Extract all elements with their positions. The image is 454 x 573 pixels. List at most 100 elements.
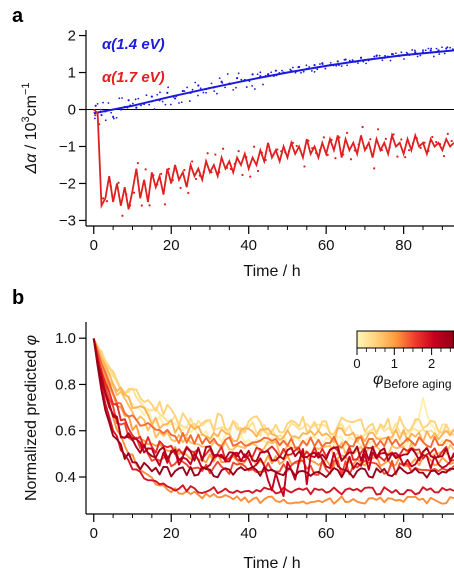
panel-b-series-line [92, 338, 454, 479]
panel-a-red-point [160, 172, 163, 175]
panel-a-red-point [349, 158, 353, 161]
panel-a-blue-point [313, 70, 316, 73]
panel-b-series-line [92, 338, 454, 458]
panel-a-blue-point [449, 46, 452, 49]
panel-a-blue-point [161, 100, 164, 103]
panel-a-blue-point [422, 49, 424, 52]
panel-a-blue-point [164, 103, 167, 106]
panel-b-chart: 0 20 40 60 800.40.60.81.0 [55, 322, 454, 542]
panel-b-ylabel: Normalized predicted φ [23, 335, 40, 501]
panel-a-blue-point [340, 65, 343, 68]
panel-a-blue-point [135, 106, 138, 109]
panel-a-red-point [276, 148, 279, 151]
panel-a-blue-point [429, 49, 432, 52]
panel-a-blue-point [344, 58, 347, 61]
panel-a-blue-point [329, 61, 332, 64]
panel-a-blue-point [156, 93, 159, 96]
panel-a-ylabel: Δα / 103cm−1 [20, 83, 40, 175]
panel-a-blue-point [104, 119, 107, 122]
panel-a-blue-point [390, 52, 394, 56]
panel-a-blue-point [310, 70, 313, 72]
panel-a-ylabel-exp2: −1 [20, 83, 32, 96]
panel-a-red-point [94, 114, 97, 117]
panel-a-blue-point [121, 97, 123, 99]
panel-a-blue-point [220, 80, 223, 83]
panel-a-red-point [179, 186, 182, 189]
panel-a-blue-point [400, 51, 403, 54]
panel-a-blue-point [253, 88, 256, 90]
panel-a-blue-point [308, 65, 311, 68]
panel-a-red-point [121, 214, 124, 217]
panel-a-letter: a [12, 5, 24, 27]
panel-a-blue-point [373, 55, 376, 58]
panel-a-ytick-label: −2 [59, 175, 76, 192]
panel-b-xtick-label: 60 [318, 525, 335, 542]
panel-a-ylabel-unit2: cm [23, 95, 40, 116]
panel-a-blue-point [99, 108, 102, 111]
panel-a-red-point [442, 154, 446, 158]
panel-a-blue-point [140, 104, 142, 107]
panel-a-red-point [404, 156, 407, 159]
panel-a-blue-point [137, 97, 140, 100]
panel-a-red-point [148, 204, 151, 207]
panel-a-blue-point [183, 90, 186, 93]
panel-b-letter: b [12, 287, 24, 309]
colorbar-tick-label: 2 [428, 356, 435, 371]
panel-a-blue-point [112, 117, 115, 120]
panel-a-blue-point [411, 49, 414, 51]
panel-a-blue-point [251, 85, 254, 87]
colorbar [356, 330, 454, 349]
panel-a-blue-point [100, 113, 103, 117]
panel-a-blue-point [127, 99, 130, 102]
panel-a-red-point [334, 157, 337, 160]
panel-a-blue-point [384, 54, 386, 57]
panel-a-blue-point [256, 73, 259, 76]
panel-a-ylabel-symbol: Δα [23, 153, 40, 175]
panel-a-blue-point [94, 104, 97, 107]
panel-a-red-point [136, 162, 140, 165]
panel-a-blue-point [446, 46, 449, 49]
panel-a-blue-point [181, 89, 184, 93]
panel-a-red-point [322, 136, 325, 139]
colorbar-label: φBefore aging [373, 371, 452, 391]
panel-b-ytick-label: 1.0 [55, 330, 76, 347]
panel-a-blue-point [94, 117, 96, 120]
panel-a-blue-point [145, 94, 148, 97]
panel-a-blue-point [413, 49, 416, 52]
panel-a-red-point [222, 147, 225, 150]
panel-a-blue-point [96, 103, 99, 105]
panel-a-blue-point [321, 62, 324, 65]
panel-a-blue-point [102, 101, 104, 104]
panel-a-xtick-label: 20 [163, 237, 180, 254]
panel-a-blue-point [274, 69, 277, 72]
colorbar-label-sub: Before aging [383, 377, 451, 391]
panel-a-blue-point [110, 111, 113, 114]
colorbar-ticks: 0 1 2 [353, 348, 451, 371]
panel-b-ylabel-text: Normalized predicted [23, 345, 40, 501]
panel-a-blue-point [169, 103, 172, 106]
svg-text:Normalized predicted φ: Normalized predicted φ [23, 335, 40, 501]
panel-a-blue-point [416, 55, 419, 58]
svg-text:Δα / 103cm−1: Δα / 103cm−1 [20, 83, 40, 175]
panel-a-red-point [140, 204, 143, 207]
panel-a-red-point [419, 146, 422, 149]
panel-a-blue-point [245, 86, 248, 88]
panel-a-blue-point [213, 90, 216, 93]
panel-a-blue-point [427, 47, 430, 50]
panel-a-red-point [396, 155, 399, 158]
panel-a-blue-point [432, 55, 435, 58]
panel-a-xtick-label: 0 [90, 237, 98, 254]
colorbar-tick-label: 1 [391, 356, 398, 371]
panel-a-red-point [101, 197, 105, 200]
panel-a-xtick-label: 80 [395, 237, 412, 254]
panel-a-ytick-label: −3 [59, 212, 76, 229]
panel-a-blue-point [226, 73, 229, 75]
panel-a-blue-point [180, 101, 183, 104]
panel-b-ytick-label: 0.6 [55, 423, 76, 440]
panel-a-red-point [295, 144, 298, 148]
panel-a-blue-point [153, 108, 156, 110]
panel-a-red-point [392, 133, 395, 136]
panel-a-blue-point [167, 86, 170, 89]
panel-a-blue-point [251, 73, 254, 76]
panel-a-red-point [384, 137, 387, 140]
